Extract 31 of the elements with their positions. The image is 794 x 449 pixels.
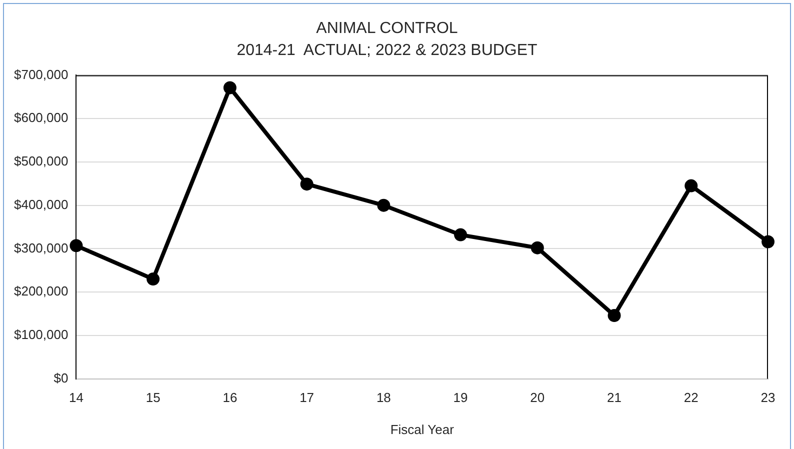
x-tick-label: 17 <box>300 390 314 406</box>
chart-title: ANIMAL CONTROL <box>316 20 458 38</box>
point <box>530 241 544 254</box>
point <box>300 178 314 191</box>
y-tick-label: $100,000 <box>14 327 68 342</box>
x-tick-label: 15 <box>146 390 160 406</box>
y-tick-label: $500,000 <box>14 154 68 169</box>
point <box>70 239 83 252</box>
point <box>146 272 160 286</box>
point <box>608 308 621 322</box>
y-tick-label: $0 <box>54 370 68 386</box>
x-tick-label: 19 <box>453 390 468 406</box>
point <box>684 179 698 192</box>
point <box>762 235 774 248</box>
x-tick-label: 18 <box>376 390 391 406</box>
y-tick-label: $700,000 <box>14 66 68 82</box>
x-tick-label: 23 <box>760 390 776 406</box>
point <box>377 198 390 212</box>
x-tick-label: 14 <box>68 390 84 406</box>
x-tick-label: 22 <box>684 390 698 406</box>
point <box>454 228 468 242</box>
y-tick-label: $300,000 <box>14 240 68 256</box>
point <box>223 81 236 94</box>
y-tick-label: $600,000 <box>14 110 68 126</box>
chart-subtitle: 2014-21 ACTUAL; 2022 & 2023 BUDGET <box>236 42 538 59</box>
x-axis-title: Fiscal Year <box>390 422 455 437</box>
x-tick-label: 16 <box>222 390 238 406</box>
x-tick-label: 20 <box>530 390 545 406</box>
y-tick-label: $200,000 <box>14 284 68 299</box>
x-tick-label: 21 <box>607 390 622 406</box>
y-tick-label: $400,000 <box>14 196 68 212</box>
